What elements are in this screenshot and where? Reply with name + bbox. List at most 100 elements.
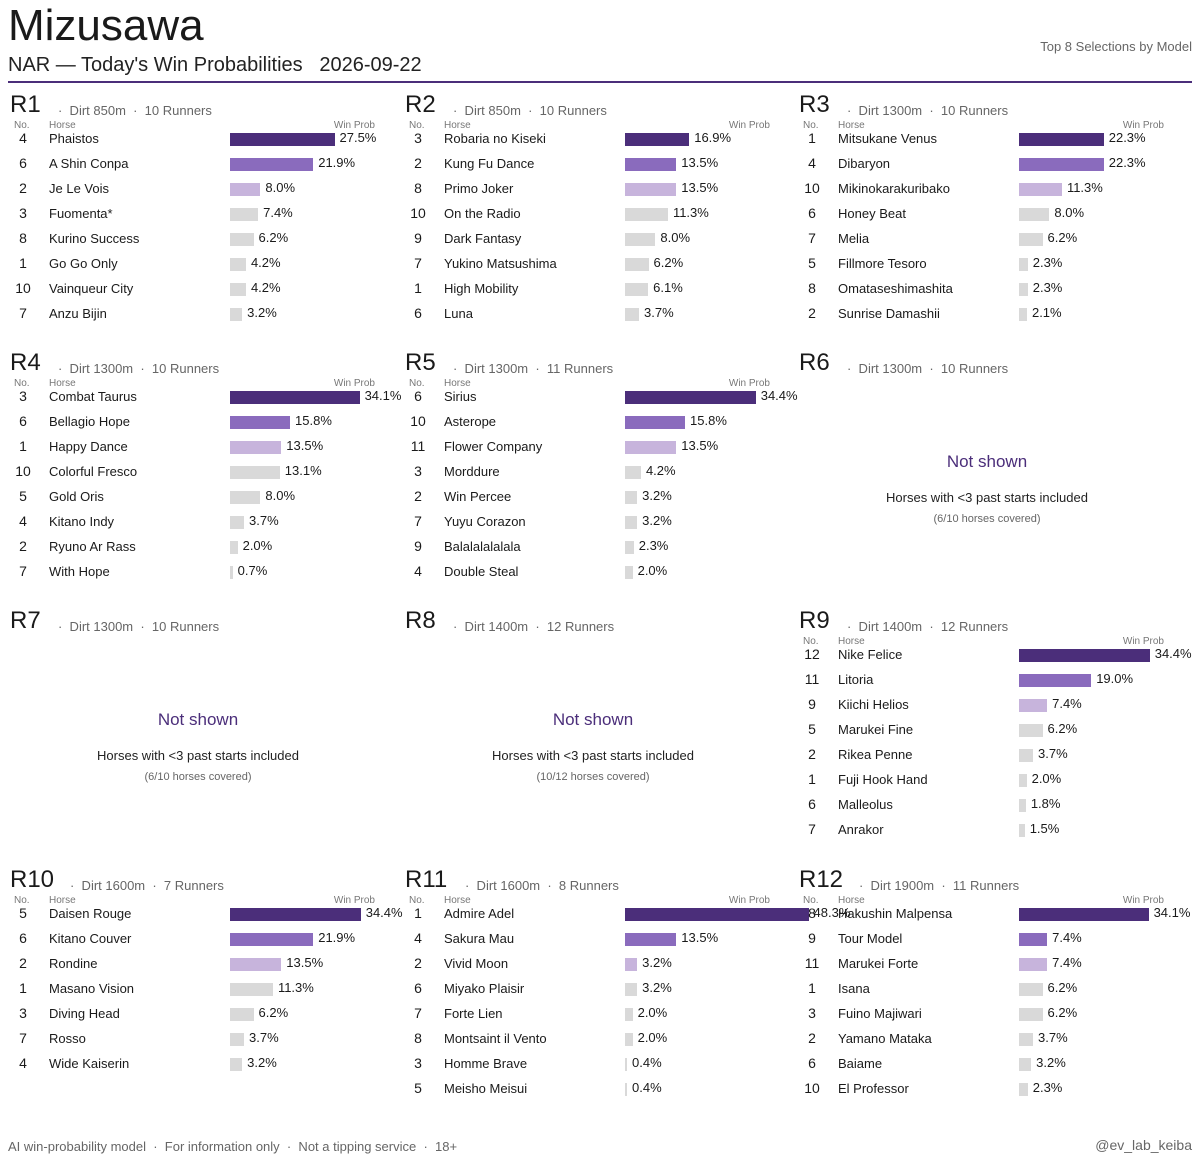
horse-number: 6	[808, 796, 816, 812]
win-prob-bar	[230, 983, 273, 996]
win-prob-bar	[625, 933, 677, 946]
win-prob-value: 34.4%	[1154, 646, 1192, 661]
win-prob-bar	[230, 208, 259, 221]
horse-name: Yuyu Corazon	[444, 514, 526, 529]
horse-name: Anzu Bijin	[49, 306, 107, 321]
horse-name: Rikea Penne	[838, 747, 913, 762]
horse-number: 1	[414, 280, 422, 296]
win-prob-bar	[625, 958, 638, 971]
win-prob-value: 3.2%	[247, 1055, 277, 1070]
win-prob-value: 22.3%	[1108, 130, 1146, 145]
win-prob-value: 8.0%	[265, 488, 296, 503]
win-prob-bar	[1019, 258, 1028, 271]
race-panel: R10 · Dirt 1600m · 7 Runners No. Horse Win P…	[8, 862, 403, 1112]
horse-name: Vainqueur City	[49, 281, 134, 296]
win-prob-bar	[1019, 774, 1027, 787]
horse-number: 2	[19, 955, 27, 971]
horse-name: Homme Brave	[444, 1056, 528, 1071]
horse-name: Fuji Hook Hand	[838, 772, 928, 787]
win-prob-value: 2.0%	[637, 563, 668, 578]
win-prob-value: 16.9%	[694, 130, 732, 145]
horse-name: Fuino Majiwari	[838, 1006, 922, 1021]
win-prob-value: 0.7%	[237, 563, 268, 578]
horse-number: 5	[808, 721, 816, 737]
column-header-no: No.	[409, 378, 425, 389]
race-meta: · Dirt 1400m · 12 Runners	[847, 619, 1009, 634]
horse-name: Omataseshimashita	[838, 281, 953, 296]
footer-handle: @ev_lab_keiba	[1095, 1137, 1192, 1153]
horse-row: 2 Win Percee 3.2%	[403, 484, 783, 509]
horse-number: 2	[414, 955, 422, 971]
race-number: R10	[10, 866, 55, 893]
column-header-win-prob: Win Prob	[728, 378, 770, 389]
win-prob-bar	[625, 183, 677, 196]
win-prob-bar	[1019, 1008, 1043, 1021]
race-number: R2	[405, 91, 436, 118]
horse-row: 1 Fuji Hook Hand 2.0%	[797, 767, 1177, 792]
win-prob-bar	[1019, 308, 1027, 321]
win-prob-bar	[625, 233, 656, 246]
horse-number: 10	[15, 280, 31, 296]
column-header-horse: Horse	[838, 120, 865, 131]
win-prob-value: 3.2%	[247, 305, 277, 320]
page-subtitle: NAR — Today's Win Probabilities 2026-09-…	[8, 54, 422, 76]
horse-number: 7	[19, 305, 27, 321]
horse-row: 2 Sunrise Damashii 2.1%	[797, 301, 1177, 326]
win-prob-bar	[1019, 183, 1062, 196]
win-prob-bar	[230, 466, 280, 479]
win-prob-value: 6.2%	[1047, 980, 1078, 995]
horse-row: 1 High Mobility 6.1%	[403, 276, 783, 301]
win-prob-value: 7.4%	[1052, 696, 1082, 711]
horse-row: 9 Kiichi Helios 7.4%	[797, 692, 1177, 717]
horse-number: 6	[414, 305, 422, 321]
horse-name: Rondine	[49, 956, 98, 971]
horse-row: 6 Luna 3.7%	[403, 301, 783, 326]
win-prob-bar	[230, 933, 314, 946]
horse-name: Ryuno Ar Rass	[49, 539, 136, 554]
win-prob-value: 6.2%	[1047, 230, 1078, 245]
horse-name: Fillmore Tesoro	[838, 256, 927, 271]
win-prob-bar	[625, 208, 668, 221]
horse-number: 7	[19, 1030, 27, 1046]
win-prob-value: 2.0%	[1031, 771, 1062, 786]
win-prob-bar	[625, 441, 677, 454]
win-prob-value: 3.2%	[642, 980, 672, 995]
win-prob-value: 21.9%	[318, 155, 356, 170]
horse-name: Bellagio Hope	[49, 414, 130, 429]
win-prob-bar	[625, 908, 809, 921]
horse-number: 10	[410, 413, 426, 429]
win-prob-bar	[1019, 799, 1026, 812]
horse-number: 4	[19, 1055, 27, 1071]
win-prob-value: 6.2%	[1047, 721, 1078, 736]
horse-number: 4	[414, 563, 422, 579]
horse-row: 3 Diving Head 6.2%	[8, 1001, 388, 1026]
win-prob-bar	[625, 1008, 633, 1021]
horse-name: Mitsukane Venus	[838, 131, 938, 146]
horse-number: 1	[19, 980, 27, 996]
horse-name: Litoria	[838, 672, 874, 687]
column-header-win-prob: Win Prob	[333, 895, 375, 906]
not-shown-reason: Horses with <3 past starts included	[492, 748, 694, 763]
column-header-win-prob: Win Prob	[333, 378, 375, 389]
race-panel: R6 · Dirt 1300m · 10 Runners Not shown Hors…	[797, 345, 1177, 595]
win-prob-bar	[1019, 649, 1150, 662]
horse-name: Luna	[444, 306, 473, 321]
horse-number: 8	[414, 180, 422, 196]
win-prob-value: 3.7%	[249, 513, 279, 528]
horse-name: Fuomenta*	[49, 206, 113, 221]
horse-row: 4 Dibaryon 22.3%	[797, 151, 1177, 176]
win-prob-value: 13.1%	[284, 463, 322, 478]
horse-number: 11	[804, 671, 820, 687]
horse-row: 7 With Hope 0.7%	[8, 559, 388, 584]
win-prob-value: 19.0%	[1096, 671, 1134, 686]
horse-number: 2	[19, 180, 27, 196]
win-prob-bar	[1019, 283, 1028, 296]
column-header-win-prob: Win Prob	[1122, 636, 1164, 647]
horse-number: 6	[808, 1055, 816, 1071]
horse-name: Tour Model	[838, 931, 903, 946]
race-number: R5	[405, 349, 436, 376]
race-number: R9	[799, 607, 830, 634]
horse-name: Dark Fantasy	[444, 231, 522, 246]
horse-name: Colorful Fresco	[49, 464, 138, 479]
race-panel: R7 · Dirt 1300m · 10 Runners Not shown Hors…	[8, 603, 388, 853]
